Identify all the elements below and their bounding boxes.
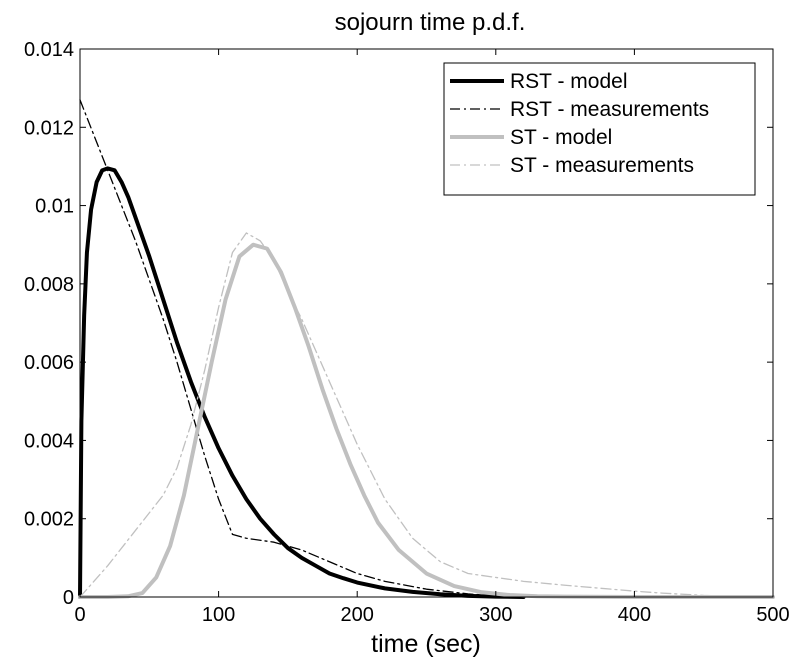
y-tick-label: 0.004 bbox=[24, 430, 74, 452]
legend-label-2: RST - measurements bbox=[510, 98, 709, 121]
ticks-layer: 0 100 200 300 400 500 0 0.002 0.004 0.006 0.008 0.0… bbox=[24, 39, 790, 626]
x-tick-label: 500 bbox=[756, 604, 789, 626]
legend-label-1: RST - model bbox=[510, 70, 627, 93]
x-tick-label: 400 bbox=[618, 604, 651, 626]
legend-label-4: ST - measurements bbox=[510, 154, 694, 177]
y-tick-label: 0 bbox=[63, 587, 74, 609]
y-tick-label: 0.008 bbox=[24, 274, 74, 296]
y-tick-label: 0.014 bbox=[24, 39, 74, 61]
series-line-3 bbox=[78, 242, 775, 599]
x-tick-label: 200 bbox=[341, 604, 374, 626]
x-tick-label: 100 bbox=[202, 604, 235, 626]
y-tick-label: 0.01 bbox=[35, 196, 74, 218]
x-axis-label: time (sec) bbox=[371, 630, 481, 658]
chart-title: sojourn time p.d.f. bbox=[335, 9, 526, 36]
legend: RST - model RST - measurements ST - model S… bbox=[443, 62, 756, 196]
x-tick-label: 0 bbox=[74, 604, 85, 626]
series-line-2 bbox=[79, 99, 525, 598]
series-line-1 bbox=[78, 166, 526, 599]
y-tick-label: 0.012 bbox=[24, 117, 74, 139]
x-tick-label: 300 bbox=[479, 604, 512, 626]
series-layer bbox=[78, 99, 775, 599]
y-tick-label: 0.002 bbox=[24, 509, 74, 531]
y-tick-label: 0.006 bbox=[24, 352, 74, 374]
legend-label-3: ST - model bbox=[510, 126, 612, 149]
legend-box bbox=[443, 62, 756, 196]
series-line-4 bbox=[79, 232, 774, 598]
plot-frame bbox=[79, 48, 774, 598]
